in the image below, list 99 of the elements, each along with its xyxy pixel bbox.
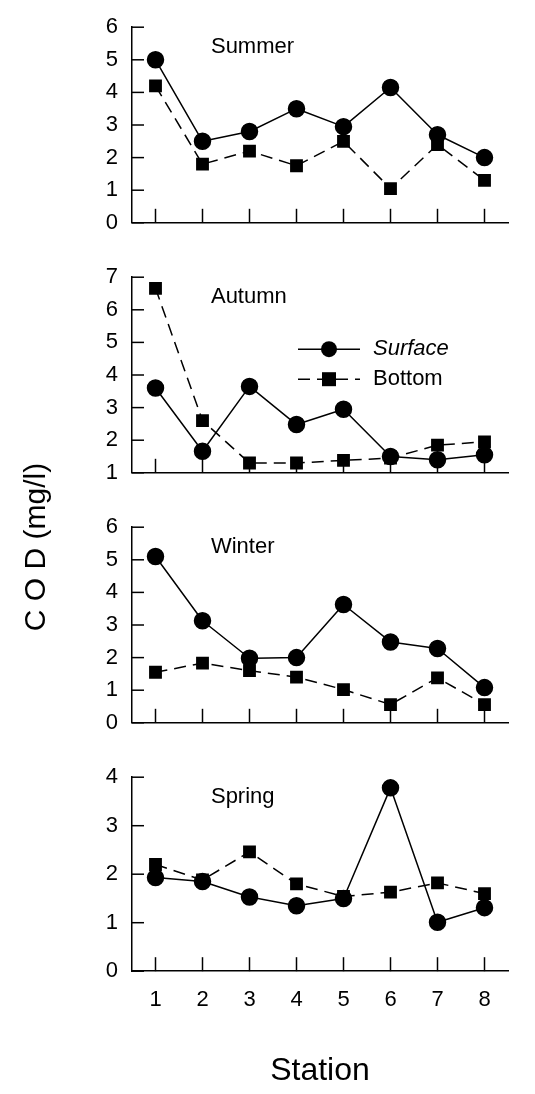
y-tick-label: 1 <box>105 458 118 484</box>
point <box>384 885 397 899</box>
point <box>384 182 397 195</box>
y-tick-label: 4 <box>105 578 118 604</box>
point <box>146 547 165 566</box>
legend-label: Surface <box>373 335 449 361</box>
point <box>337 454 350 467</box>
y-tick-label: 0 <box>105 708 118 734</box>
point <box>334 889 353 908</box>
point <box>287 896 306 915</box>
point <box>431 671 444 685</box>
point <box>334 117 353 136</box>
point <box>240 649 259 667</box>
y-tick-label: 1 <box>105 676 118 702</box>
y-tick-label: 6 <box>105 13 118 39</box>
y-tick-label: 7 <box>105 263 118 289</box>
y-tick-label: 1 <box>105 176 118 202</box>
y-tick-label: 2 <box>105 143 118 169</box>
y-tick-label: 4 <box>105 361 118 387</box>
point <box>431 438 444 452</box>
point <box>196 157 209 171</box>
chart-title: Winter <box>210 533 275 559</box>
y-tick-label: 3 <box>105 811 118 837</box>
chart-title: Summer <box>210 33 295 59</box>
point <box>381 78 400 97</box>
point <box>146 379 165 397</box>
point <box>475 898 494 917</box>
chart-title: Spring <box>210 783 275 809</box>
y-tick-label: 3 <box>105 111 118 137</box>
point <box>149 79 162 93</box>
point <box>290 456 303 470</box>
point <box>290 159 303 173</box>
x-tick-label: 6 <box>384 986 397 1012</box>
point <box>240 888 259 906</box>
point <box>193 872 212 891</box>
x-tick-label: 8 <box>478 986 491 1012</box>
point <box>381 447 400 466</box>
x-tick-label: 5 <box>337 986 350 1012</box>
point <box>478 174 491 187</box>
y-tick-label: 4 <box>105 78 118 104</box>
point <box>478 435 491 449</box>
y-tick-label: 1 <box>105 908 118 934</box>
point <box>287 648 306 667</box>
point <box>475 446 494 464</box>
point <box>146 51 165 69</box>
point <box>193 442 212 461</box>
point <box>478 698 491 711</box>
point <box>240 377 259 396</box>
point <box>475 148 494 167</box>
point <box>290 877 303 891</box>
y-tick-label: 5 <box>105 45 118 71</box>
point <box>384 698 397 711</box>
y-tick-label: 2 <box>105 860 118 886</box>
y-tick-label: 0 <box>105 208 118 234</box>
point <box>149 858 162 871</box>
point <box>334 400 353 418</box>
point <box>240 122 259 141</box>
point <box>428 913 447 931</box>
x-axis-title: Station <box>270 1050 370 1087</box>
point <box>196 414 209 428</box>
point <box>431 876 444 890</box>
point <box>334 595 353 614</box>
x-tick-label: 7 <box>431 986 444 1012</box>
point <box>243 144 256 158</box>
y-tick-label: 6 <box>105 295 118 321</box>
y-tick-label: 0 <box>105 957 118 983</box>
point <box>193 612 212 630</box>
y-tick-label: 4 <box>105 763 118 789</box>
point <box>287 415 306 434</box>
y-tick-label: 5 <box>105 328 118 354</box>
point <box>196 656 209 670</box>
y-tick-label: 5 <box>105 545 118 571</box>
point <box>381 633 400 651</box>
point <box>243 456 256 470</box>
point <box>337 134 350 148</box>
y-axis-title: C O D (mg/l) <box>18 462 52 632</box>
point <box>149 665 162 679</box>
point <box>243 845 256 859</box>
legend-label: Bottom <box>373 365 443 391</box>
chart-title: Autumn <box>210 283 287 309</box>
point <box>381 779 400 797</box>
y-tick-label: 6 <box>105 513 118 539</box>
x-tick-label: 2 <box>196 986 209 1012</box>
x-tick-label: 1 <box>149 986 162 1012</box>
y-tick-label: 2 <box>105 643 118 669</box>
point <box>478 887 491 901</box>
point <box>193 132 212 151</box>
point <box>337 683 350 696</box>
point <box>475 678 494 697</box>
x-tick-label: 4 <box>290 986 303 1012</box>
y-tick-label: 3 <box>105 611 118 637</box>
y-tick-label: 3 <box>105 393 118 419</box>
point <box>149 281 162 295</box>
point <box>287 99 306 118</box>
point <box>428 639 447 658</box>
point <box>428 451 447 469</box>
point <box>290 670 303 684</box>
y-tick-label: 2 <box>105 426 118 452</box>
x-tick-label: 3 <box>243 986 256 1012</box>
